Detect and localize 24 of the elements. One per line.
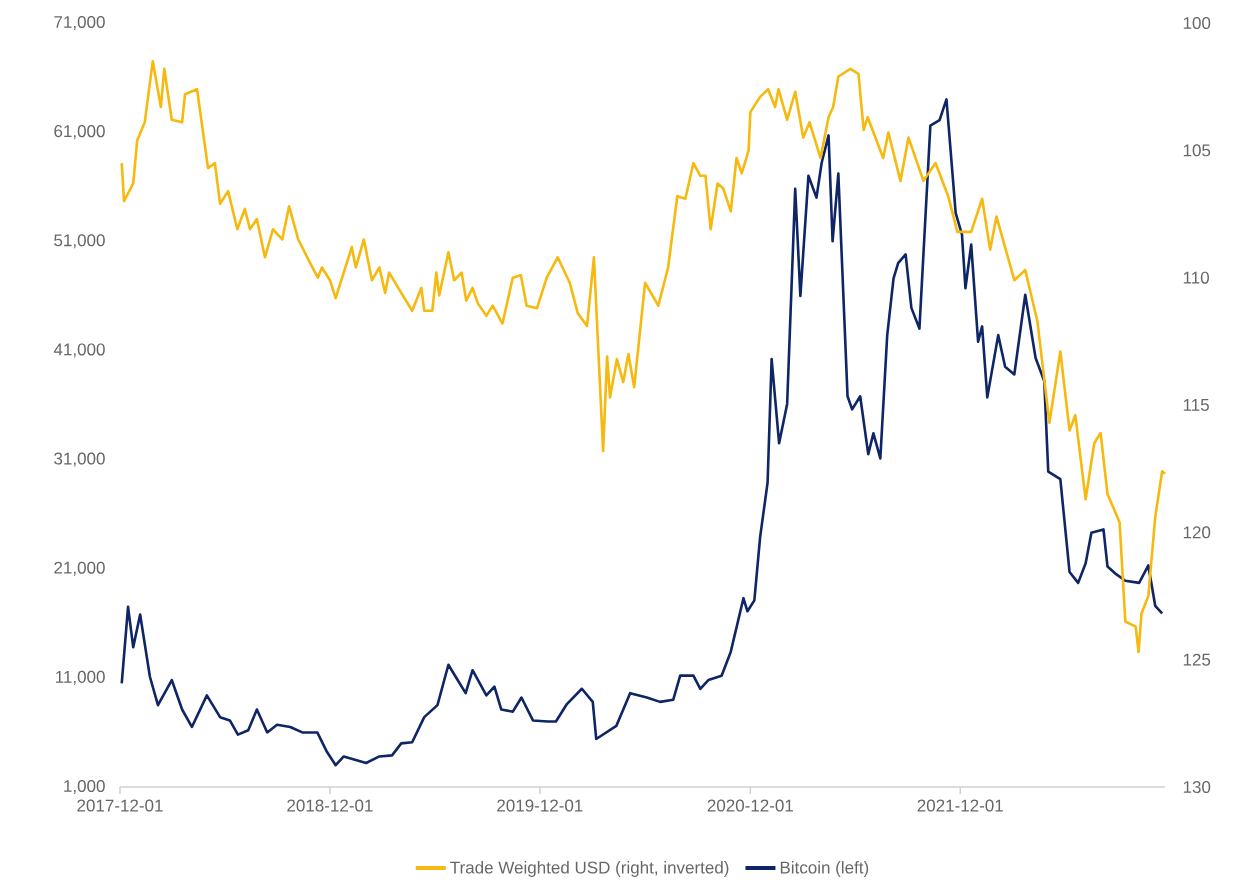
x-tick-label: 2019-12-01: [497, 799, 583, 812]
y-tick-label: 61,000: [54, 125, 105, 140]
line-series: [120, 98, 1164, 767]
y-tick-label: 21,000: [54, 561, 105, 576]
y2-tick-label: 125: [1183, 653, 1211, 666]
y-tick-label: 71,000: [54, 15, 105, 31]
legend-label: Bitcoin (left): [780, 861, 869, 877]
y2-tick-label: 100: [1183, 16, 1211, 30]
y-tick-label: 1,000: [64, 779, 105, 795]
y-tick-label: 41,000: [53, 343, 105, 358]
y2-tick-label: 120: [1183, 526, 1211, 539]
y-tick-label: 31,000: [54, 452, 105, 467]
y-tick-label: 51,000: [54, 234, 105, 249]
x-tick-label: 2017-12-01: [77, 799, 163, 812]
y2-tick-label: 130: [1183, 780, 1211, 794]
y-tick-label: 11,000: [56, 670, 105, 685]
y2-tick-label: 105: [1183, 144, 1211, 157]
x-tick-label: 2018-12-01: [287, 799, 373, 812]
y2-tick-label: 115: [1183, 399, 1209, 411]
y2-tick-label: 110: [1183, 271, 1209, 284]
legend-label: Trade Weighted USD (right, inverted): [450, 861, 729, 877]
line-series: [120, 59, 1167, 654]
x-tick-label: 2021-12-01: [917, 799, 1003, 812]
x-tick-label: 2020-12-01: [707, 799, 793, 812]
